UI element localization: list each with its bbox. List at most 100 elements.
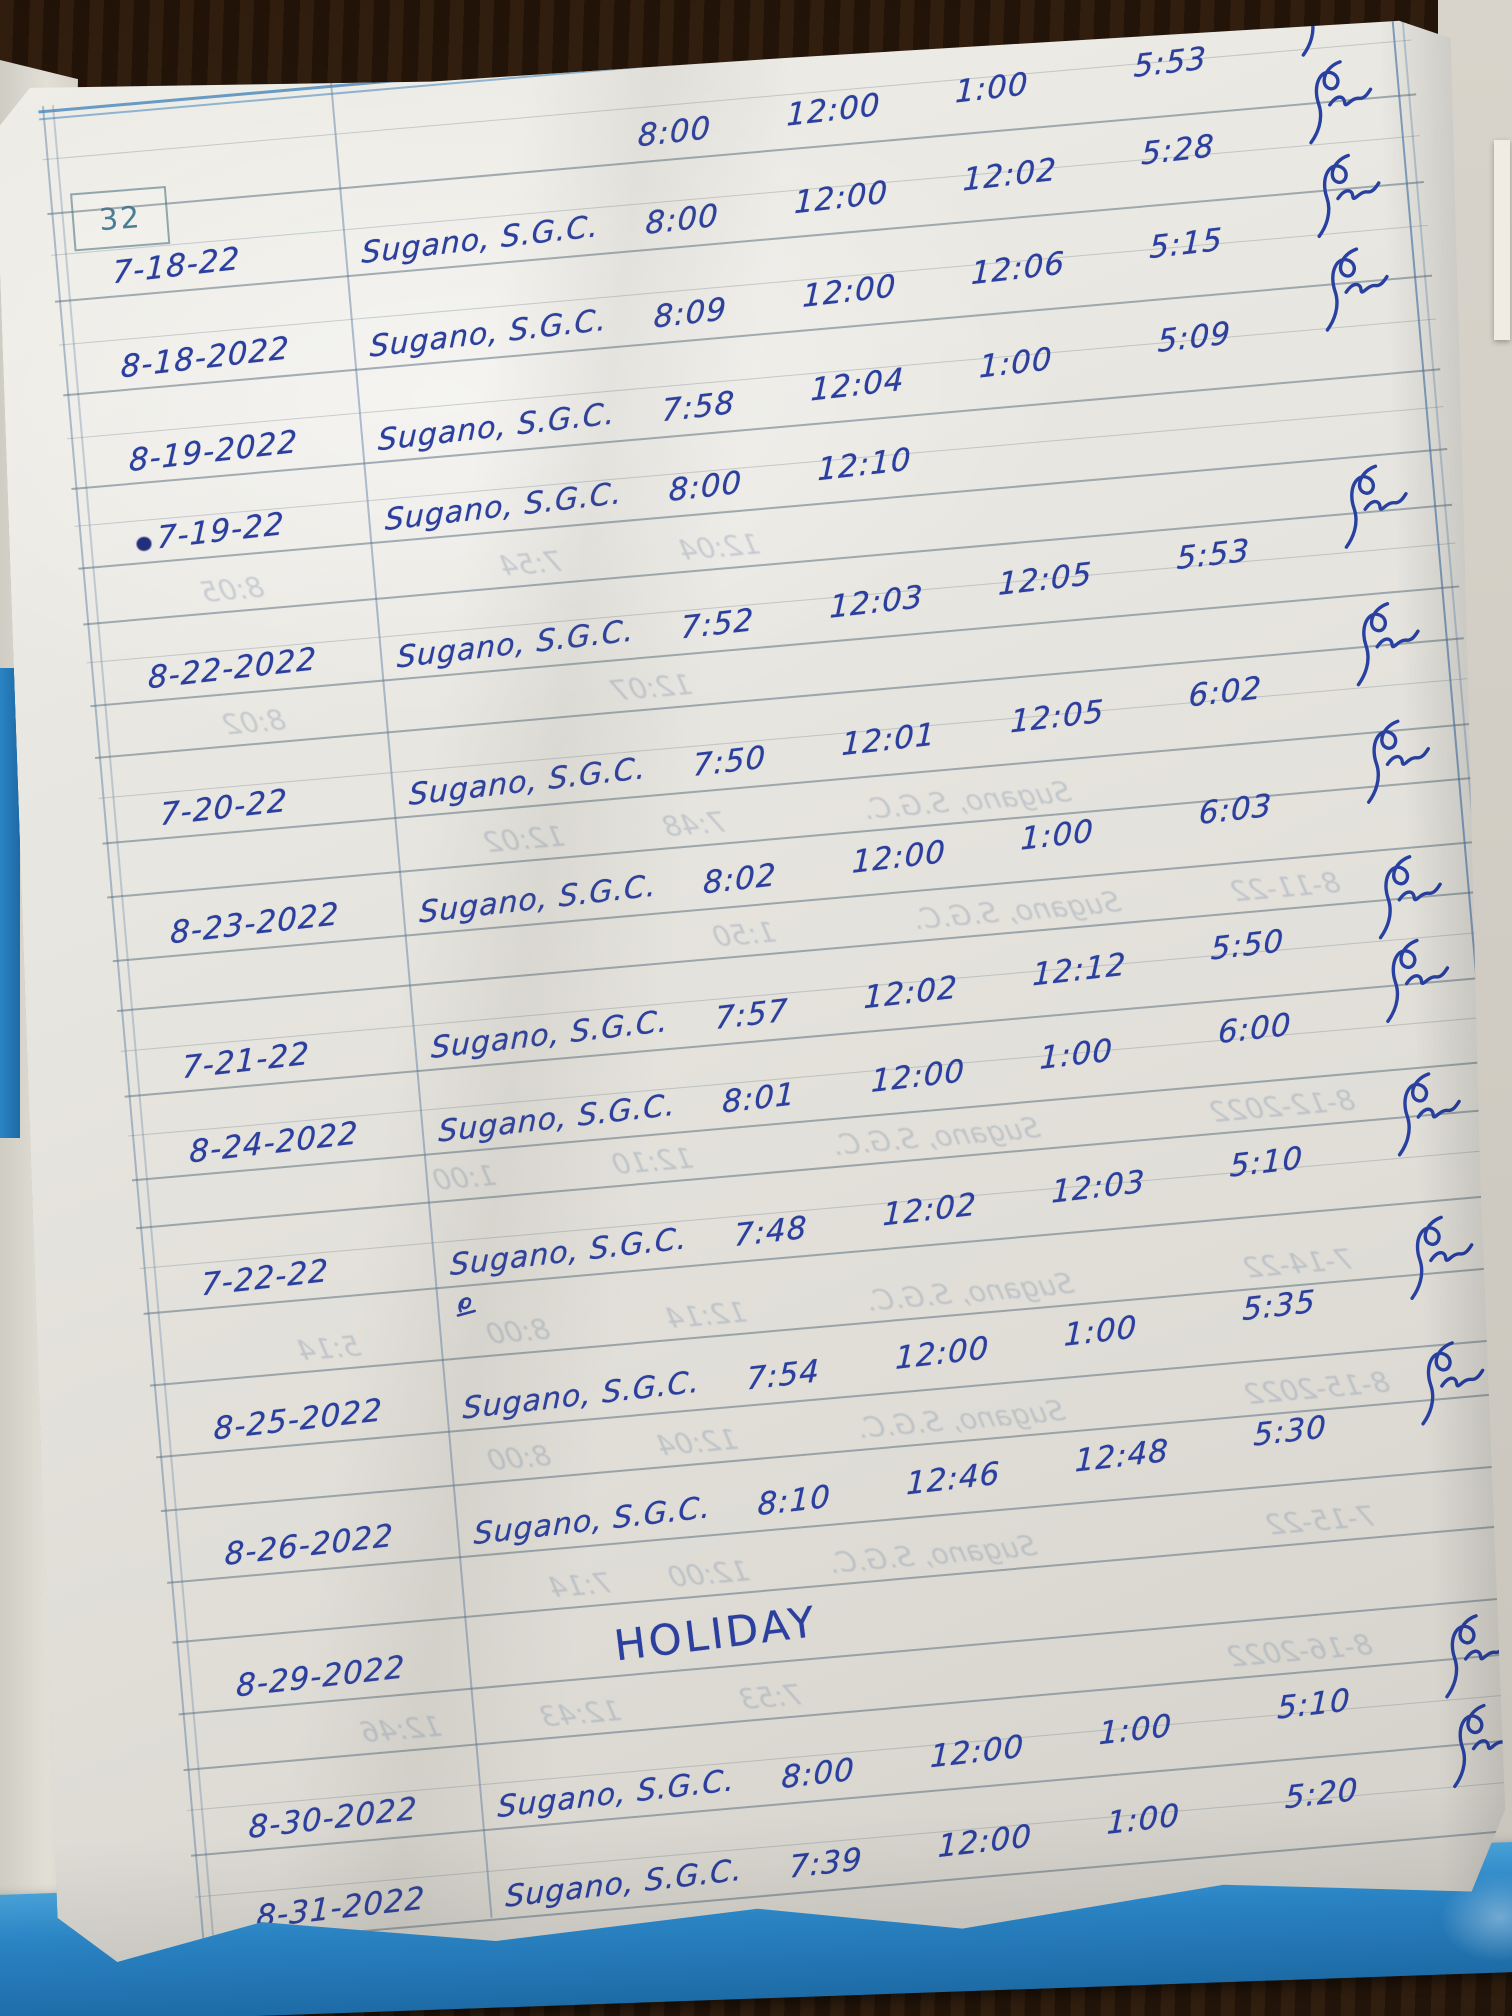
time-am-out: 12:00 [850,835,947,879]
time-am-in: 8:01 [721,1077,797,1119]
ghost-text: 7-14-22 [1240,1242,1357,1285]
time-pm-in-value: 12:05 [997,556,1093,603]
time-pm-in: 12:05 [997,557,1094,601]
signature-cell [1294,52,1388,155]
signature [1351,712,1445,811]
signature-cell [1341,594,1435,697]
time-pm-in-value: 1:00 [978,340,1054,386]
entry-row: 8-24-2022 Sugano, S.G.C. 8:01 12:00 1:00 6:00 [125,978,1501,1181]
time-pm-in-value: 12:03 [1050,1163,1146,1211]
time-pm-in: 12:03 [1050,1165,1147,1209]
date-cell: 8-29-2022 [235,1652,407,1703]
time-am-out: 12:02 [881,1188,978,1232]
date-cell: 7-21-22 [181,1037,312,1084]
time-pm-out: 5:50 [1209,924,1285,966]
signature-cell [1351,712,1445,815]
time-pm-out: 5:28 [1140,129,1216,171]
time-am-in: 8:09 [652,292,728,334]
time-am-in-value: 7:39 [788,1841,864,1886]
time-pm-in: 1:00 [1019,814,1095,856]
time-pm-out: 5:20 [1284,1773,1360,1815]
time-pm-in: 12:48 [1073,1434,1170,1478]
date-cell: 7-18-22 [111,243,242,290]
time-am-in-value: 8:00 [668,464,743,510]
time-pm-out: 5:35 [1241,1285,1317,1327]
date-cell: 8-23-2022 [169,898,341,949]
ghost-text: 12:14 [662,1295,751,1336]
time-pm-in-value: 12:06 [970,245,1066,293]
time-am-out-value: 12:01 [841,716,937,764]
time-pm-in: 12:12 [1031,948,1128,992]
time-pm-out-value: 5:53 [1133,40,1208,85]
signature [1363,847,1457,946]
time-pm-out: 5:09 [1156,316,1232,358]
time-am-out: 12:00 [894,1331,991,1375]
signature [1382,1064,1476,1163]
time-am-in-value: 7:48 [733,1209,808,1255]
time-am-in-value: 7:54 [746,1353,821,1398]
time-am-out-value: 12:00 [870,1053,966,1100]
date-value: 8-19-2022 [128,423,299,480]
time-pm-out: 5:53 [1132,41,1208,83]
time-pm-out: 5:53 [1175,534,1251,576]
time-pm-in-value: 1:00 [954,65,1030,111]
date-value: 7-22-22 [200,1252,330,1304]
time-am-in-value: 8:02 [702,856,778,902]
time-pm-out: 6:02 [1187,671,1263,713]
entry-row: 7-20-22 Sugano, S.G.C. 7:50 12:01 12:05 6:02 [95,639,1471,844]
time-pm-out-value: 5:10 [1276,1682,1352,1727]
ghost-text: 12:04 [653,1422,742,1463]
time-am-in-value: 8:01 [721,1076,797,1121]
ghost-text: 8-11-22 [1227,866,1344,909]
ghost-text: 8:02 [218,703,290,742]
time-pm-out [1165,419,1167,438]
signature-cell [1406,1333,1500,1436]
time-am-out-value: 12:02 [882,1186,978,1234]
ghost-text: 7:54 [496,544,567,583]
date-value: 7-19-22 [156,505,286,557]
time-pm-in: 1:00 [1038,1033,1114,1075]
ghost-text: 7-15-22 [1262,1499,1379,1542]
date-value: 8-24-2022 [188,1115,359,1171]
time-am-out-value: 12:00 [851,833,947,881]
time-pm-in: 1:00 [978,342,1054,384]
date-value: 8-25-2022 [213,1392,384,1448]
ghost-text: 8-15-2022 [1241,1365,1393,1411]
time-am-out: 12:46 [905,1457,1002,1501]
time-pm-out-value: 5:28 [1140,128,1216,173]
date-cell: 7-19-22 [134,508,286,557]
signature [1329,457,1423,556]
entry-row: 7-18-22 Sugano, S.G.C. 8:00 12:00 12:02 5:28 [47,95,1423,302]
date-cell: 7-20-22 [159,784,290,831]
time-pm-out-value: 5:30 [1252,1409,1328,1454]
time-pm-out: 5:10 [1228,1141,1304,1183]
time-am-out-value: 12:10 [817,441,913,489]
time-am-out-value: 12:00 [929,1728,1025,1776]
time-am-out: 12:00 [785,88,882,132]
time-am-out-value: 12:04 [810,361,906,409]
time-am-in: 7:54 [745,1354,821,1396]
holiday-label: HOLIDAY [612,1600,820,1667]
entry-row: 7-22-22 Sugano, S.G.C. 7:48 12:02 12:03 5:10 [136,1109,1512,1314]
date-value: 8-29-2022 [235,1649,406,1705]
time-pm-out-value: 6:02 [1188,669,1263,715]
date-value: 7-21-22 [181,1035,311,1087]
date-cell: 8-18-2022 [119,333,291,384]
ghost-text: 1:50 [709,915,780,954]
time-pm-out-value: 5:50 [1210,922,1285,968]
time-am-in-value: 7:52 [680,601,755,647]
time-am-out-value: 12:46 [905,1455,1001,1503]
signature-cell [1371,931,1465,1034]
entry-row: 8-23-2022 Sugano, S.G.C. 8:02 12:00 1:00 6:03 [107,779,1481,963]
time-am-out-value: 12:00 [801,268,897,315]
time-am-out: 12:01 [840,718,937,762]
ghost-text: 8:00 [482,1312,554,1351]
ghost-text: 12:07 [607,667,696,708]
ghost-text: 7:48 [659,805,730,844]
time-pm-out: 6:03 [1197,789,1273,831]
ghost-text: 12:00 [664,1554,753,1594]
time-am-out-value: 12:00 [793,174,889,222]
ruled-area: 8:00 12:00 1:00 5:53 7-18-22 Sugano, S.G.C. 8:… [38,0,1512,1904]
date-cell: 8-22-2022 [146,643,318,694]
